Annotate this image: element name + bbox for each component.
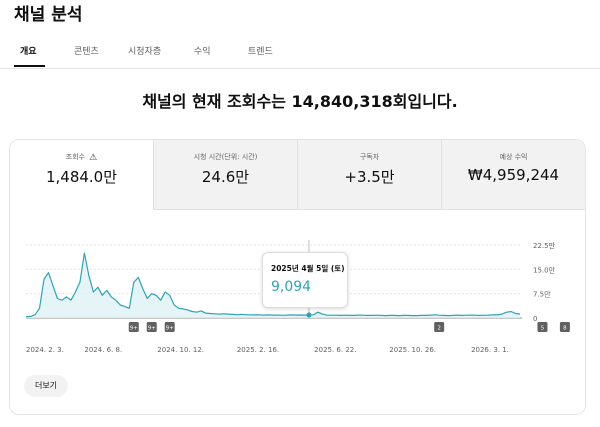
video-badge[interactable] (164, 322, 175, 332)
warning-icon[interactable]: ⚠ (89, 153, 98, 163)
video-badge-label: 5 (541, 326, 545, 332)
y-tick-label: 7.5만 (533, 290, 551, 299)
metric-label: 구독자 (359, 153, 380, 161)
tooltip-value: 9,094 (271, 279, 312, 295)
video-badge-label: 9+ (166, 326, 174, 332)
x-tick-label: 2024. 6. 8. (84, 346, 122, 354)
metric-value: +3.5만 (344, 168, 395, 186)
series-line (25, 252, 521, 318)
series-area (26, 253, 520, 318)
video-badge-label: 9+ (148, 326, 156, 332)
y-tick-label: 22.5만 (533, 241, 556, 250)
x-tick-label: 2025. 6. 22. (314, 346, 356, 354)
tab-audience[interactable]: 시청자층 (128, 47, 162, 57)
page-title: 채널 분석 (14, 5, 83, 25)
metric-label: 시청 시간(단위: 시간) (193, 153, 258, 161)
x-tick-label: 2025. 2. 16. (237, 346, 279, 354)
metric-label: 예상 수익 (499, 153, 528, 161)
metric-views[interactable]: 조회수 ⚠ 1,484.0만 (10, 140, 153, 210)
metric-value: 24.6만 (201, 168, 250, 186)
video-badge[interactable] (146, 322, 157, 332)
video-badge-label: 9+ (130, 326, 138, 332)
video-badge[interactable] (537, 322, 548, 332)
metric-value: ₩4,959,244 (467, 166, 560, 184)
metric-watch-time[interactable]: 시청 시간(단위: 시간) 24.6만 (153, 140, 297, 210)
metric-tabs: 조회수 ⚠ 1,484.0만 시청 시간(단위: 시간) 24.6만 구독자 +3… (10, 140, 585, 210)
x-tick-label: 2025. 10. 26. (389, 346, 436, 354)
metric-subscribers[interactable]: 구독자 +3.5만 (297, 140, 441, 210)
video-badge-label: 2 (437, 326, 441, 332)
tab-bar: 개요 콘텐츠 시청자층 수익 트렌드 (0, 40, 600, 69)
x-tick-label: 2026. 3. 1. (471, 346, 509, 354)
y-tick-label: 15.0만 (533, 265, 556, 274)
tooltip-date: 2025년 4월 5일 (토) (271, 264, 345, 273)
tab-revenue[interactable]: 수익 (194, 47, 211, 57)
metric-label: 조회수 (65, 153, 86, 161)
headline: 채널의 현재 조회수는 14,840,318회입니다. (142, 92, 458, 111)
highlight-point[interactable] (306, 312, 312, 318)
video-badge-label: 8 (563, 326, 567, 332)
tab-overview[interactable]: 개요 (20, 47, 37, 57)
metric-value: 1,484.0만 (45, 168, 118, 186)
metric-revenue[interactable]: 예상 수익 ₩4,959,244 (441, 140, 585, 210)
video-badge[interactable] (559, 322, 570, 332)
x-tick-label: 2024. 2. 3. (26, 346, 64, 354)
tab-content[interactable]: 콘텐츠 (74, 47, 99, 57)
y-tick-label: 0 (533, 315, 537, 323)
video-badge[interactable] (434, 322, 445, 332)
more-button[interactable]: 더보기 (24, 375, 68, 397)
analytics-card: 조회수 ⚠ 1,484.0만 시청 시간(단위: 시간) 24.6만 구독자 +3… (9, 139, 586, 415)
video-badge[interactable] (128, 322, 139, 332)
metric-divider (153, 209, 585, 210)
active-tab-indicator (14, 65, 45, 67)
x-tick-label: 2024. 10. 12. (157, 346, 204, 354)
chart-tooltip: 2025년 4월 5일 (토) 9,094 (262, 252, 348, 308)
tab-trends[interactable]: 트렌드 (248, 47, 273, 57)
